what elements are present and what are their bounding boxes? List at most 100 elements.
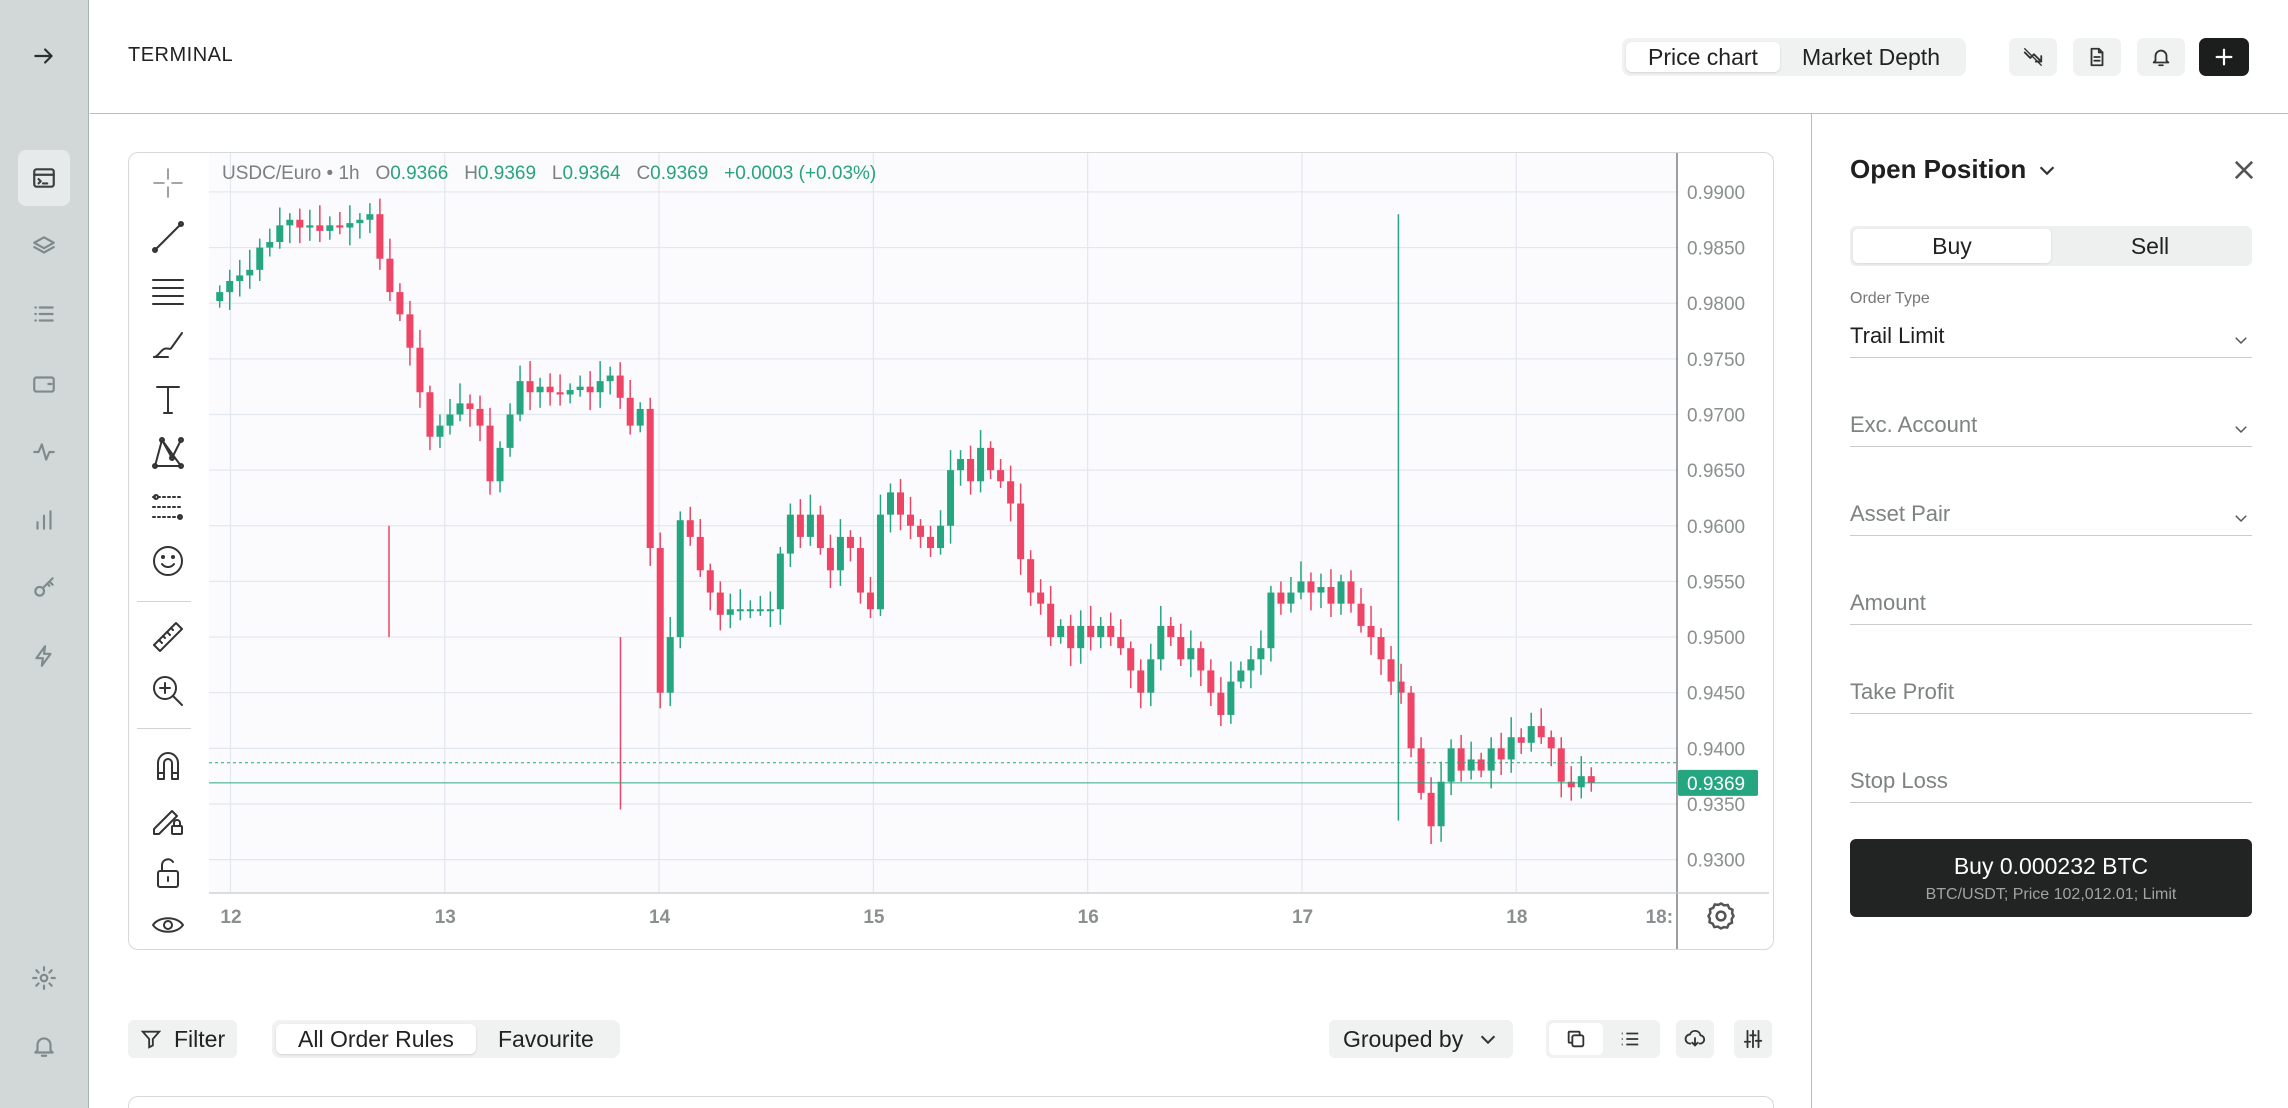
lock-draw-icon[interactable] xyxy=(142,799,194,839)
candle-body xyxy=(296,219,304,228)
tab-price-chart[interactable]: Price chart xyxy=(1626,42,1780,72)
price-chart[interactable]: 0.9900 0.9850 0.9800 0.9750 0.9700 0.9650 0.96… xyxy=(128,152,1774,950)
activity-icon[interactable] xyxy=(22,430,66,474)
unlock-icon[interactable] xyxy=(142,853,194,893)
buy-tab[interactable]: Buy xyxy=(1853,229,2051,263)
chevron-down-icon xyxy=(2040,165,2055,175)
close-label: C xyxy=(636,163,651,184)
time-tick-label: 12 xyxy=(220,907,241,928)
candle-body xyxy=(586,386,594,393)
candle-body xyxy=(1167,625,1175,638)
bar-chart-icon[interactable] xyxy=(22,498,66,542)
tab-market-depth[interactable]: Market Depth xyxy=(1801,43,1940,70)
buy-sell-toggle: Buy Sell xyxy=(1850,226,2252,266)
document-icon[interactable] xyxy=(2073,38,2121,76)
price-tick-label: 0.9650 xyxy=(1687,461,1745,482)
candle-body xyxy=(276,225,284,243)
top-bar: TERMINAL Price chart Market Depth xyxy=(90,0,2288,114)
tab-favourite[interactable]: Favourite xyxy=(497,1025,594,1052)
time-tick-label: 17 xyxy=(1292,907,1313,928)
copy-view-icon[interactable] xyxy=(1549,1023,1603,1055)
sidebar xyxy=(0,0,89,1108)
amount-input[interactable]: Amount xyxy=(1850,579,2252,625)
arrow-right-icon[interactable] xyxy=(22,34,66,78)
trend-line-icon[interactable] xyxy=(142,217,194,257)
candle-body xyxy=(987,447,995,471)
download-icon[interactable] xyxy=(1676,1020,1714,1058)
chart-canvas[interactable]: 0.9900 0.9850 0.9800 0.9750 0.9700 0.9650 0.96… xyxy=(129,153,1774,950)
order-type-value: Trail Limit xyxy=(1850,323,1945,348)
crosshair-icon[interactable] xyxy=(142,163,194,203)
price-tick-label: 0.9350 xyxy=(1687,795,1745,816)
asset-pair-select[interactable]: Asset Pair xyxy=(1850,490,2252,536)
candle-body xyxy=(927,536,935,549)
candle-body xyxy=(1247,659,1255,671)
fib-icon[interactable] xyxy=(142,487,194,527)
candle-body xyxy=(236,275,244,281)
candle-body xyxy=(626,397,634,426)
zoom-in-icon[interactable] xyxy=(142,671,194,711)
stop-loss-input[interactable]: Stop Loss xyxy=(1850,757,2252,803)
candle-body xyxy=(1057,625,1065,638)
trend-icon[interactable] xyxy=(2009,38,2057,76)
price-tick-label: 0.9800 xyxy=(1687,294,1745,315)
price-tick-label: 0.9300 xyxy=(1687,851,1745,872)
open-position-dropdown[interactable]: Open Position xyxy=(1850,154,2058,185)
open-value: 0.9366 xyxy=(390,163,449,184)
brush-icon[interactable] xyxy=(142,325,194,365)
lightning-icon[interactable] xyxy=(22,634,66,678)
order-type-select[interactable]: Order Type Trail Limit xyxy=(1850,290,2252,358)
horizontal-lines-icon[interactable] xyxy=(142,271,194,311)
candle-body xyxy=(917,525,925,537)
add-icon[interactable] xyxy=(2199,38,2249,76)
emoji-icon[interactable] xyxy=(142,541,194,581)
close-icon[interactable] xyxy=(2230,156,2258,184)
page-title: TERMINAL xyxy=(128,44,234,66)
candle-body xyxy=(1567,781,1575,788)
price-tick-label: 0.9400 xyxy=(1687,739,1745,760)
filter-icon xyxy=(140,1030,162,1049)
grouped-by-dropdown[interactable]: Grouped by xyxy=(1329,1020,1514,1058)
filter-button[interactable]: Filter xyxy=(128,1020,238,1058)
text-icon[interactable] xyxy=(142,379,194,419)
candle-body xyxy=(967,459,975,482)
candle-body xyxy=(1377,637,1385,660)
chart-settings-icon[interactable] xyxy=(1706,901,1736,931)
layers-icon[interactable] xyxy=(22,224,66,268)
candle-body xyxy=(1297,581,1305,593)
exc-account-placeholder: Exc. Account xyxy=(1850,412,1978,437)
ruler-icon[interactable] xyxy=(142,617,194,657)
list-view-icon[interactable] xyxy=(1603,1023,1657,1055)
candle-body xyxy=(266,242,274,248)
candle-body xyxy=(726,609,734,615)
candle-body xyxy=(1027,559,1035,593)
take-profit-input[interactable]: Take Profit xyxy=(1850,668,2252,714)
buy-button[interactable]: Buy 0.000232 BTC BTC/USDT; Price 102,012… xyxy=(1850,839,2252,917)
eye-icon[interactable] xyxy=(142,905,194,945)
candle-body xyxy=(666,637,674,693)
wallet-icon[interactable] xyxy=(22,362,66,406)
candle-body xyxy=(226,280,234,293)
low-value: 0.9364 xyxy=(562,163,621,184)
candle-body xyxy=(1067,625,1075,649)
candle-body xyxy=(606,375,614,382)
candle-body xyxy=(576,386,584,391)
bell-icon[interactable] xyxy=(22,1024,66,1068)
candle-body xyxy=(306,225,314,228)
list-icon[interactable] xyxy=(22,292,66,336)
terminal-icon[interactable] xyxy=(18,150,70,206)
candle-body xyxy=(486,425,494,482)
candle-body xyxy=(896,492,904,515)
exc-account-select[interactable]: Exc. Account xyxy=(1850,401,2252,447)
magnet-icon[interactable] xyxy=(142,745,194,785)
tab-all-order-rules[interactable]: All Order Rules xyxy=(276,1024,476,1054)
bell-icon[interactable] xyxy=(2137,38,2185,76)
settings-sliders-icon[interactable] xyxy=(1734,1020,1772,1058)
candle-body xyxy=(336,225,344,228)
gear-icon[interactable] xyxy=(22,956,66,1000)
key-icon[interactable] xyxy=(22,566,66,610)
candle-body xyxy=(856,548,864,593)
sell-tab[interactable]: Sell xyxy=(2130,232,2170,259)
candle-body xyxy=(766,609,774,612)
pattern-icon[interactable] xyxy=(142,433,194,473)
